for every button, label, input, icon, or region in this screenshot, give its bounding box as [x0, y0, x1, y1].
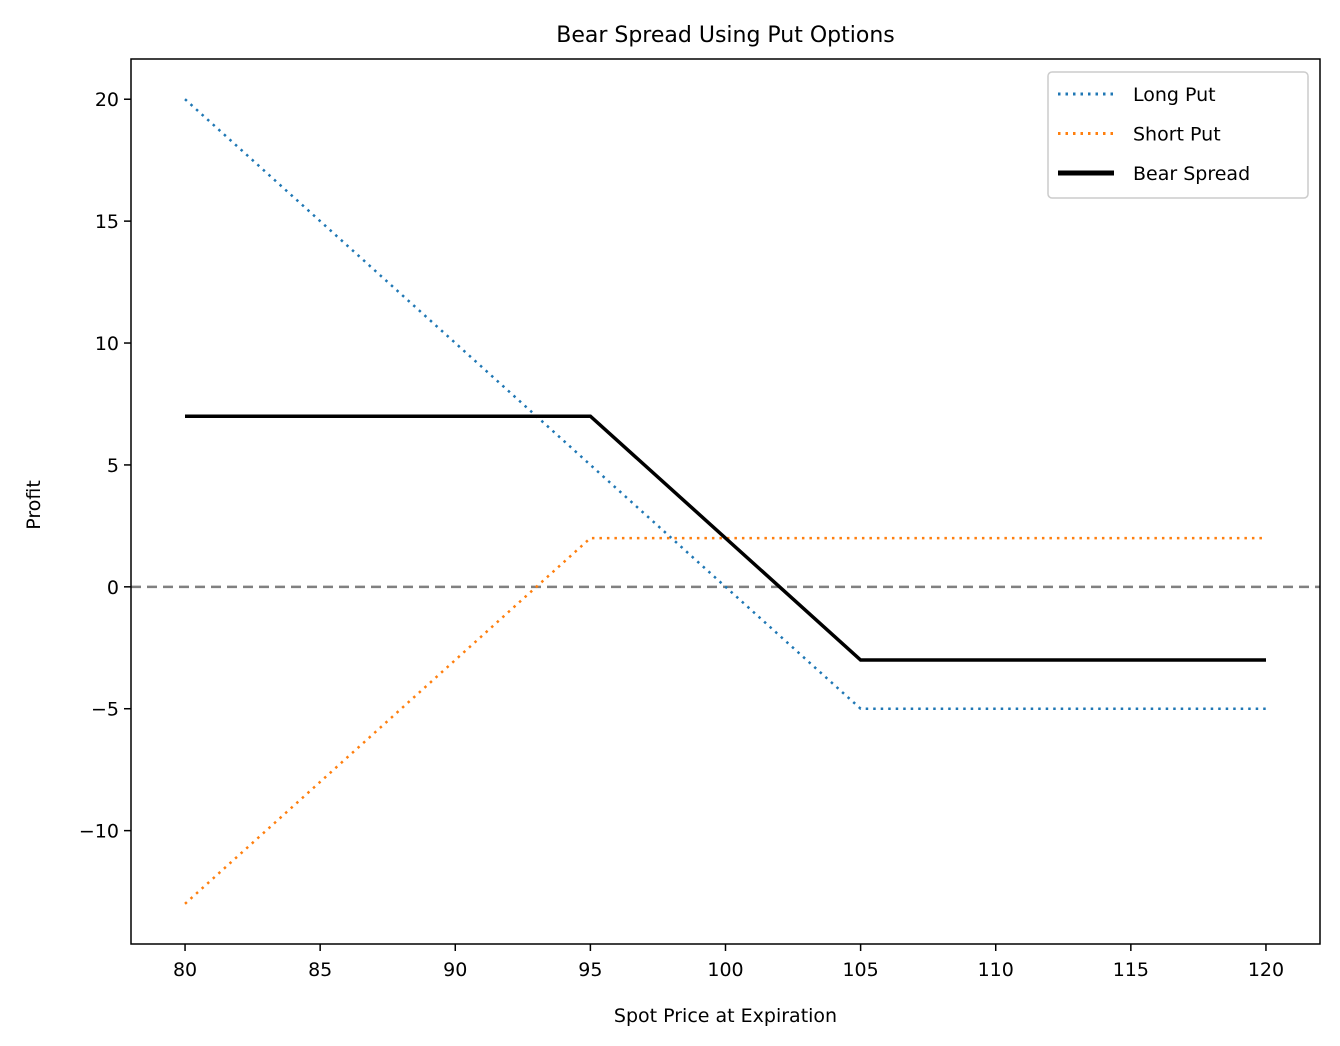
series-line-long-put: [184, 98, 1266, 710]
legend-label: Long Put: [1133, 84, 1216, 106]
x-tick-label: 95: [578, 959, 602, 981]
x-tick-label: 105: [842, 959, 878, 981]
x-tick-label: 90: [443, 959, 467, 981]
y-tick-label: 20: [95, 89, 119, 111]
y-tick-label: 10: [95, 333, 119, 355]
legend-box: [1047, 71, 1309, 199]
plot-area: [131, 98, 1320, 905]
chart-title: Bear Spread Using Put Options: [556, 23, 895, 48]
y-tick-label: 15: [95, 211, 119, 233]
y-tick-label: 5: [107, 455, 119, 477]
legend-label: Bear Spread: [1133, 163, 1250, 185]
y-tick-label: −10: [79, 821, 119, 843]
x-tick-label: 120: [1248, 959, 1284, 981]
x-tick-label: 85: [308, 959, 332, 981]
x-tick-label: 100: [707, 959, 743, 981]
y-tick-label: −5: [91, 699, 119, 721]
y-axis-label: Profit: [23, 480, 45, 530]
x-axis-label: Spot Price at Expiration: [614, 1005, 837, 1027]
axes: 80 85 90 95 100 105 110 115 120 −10 −5 0 5 10 15 20: [79, 58, 1321, 981]
series-line-bear-spread: [185, 414, 1266, 662]
legend: Long Put Short Put Bear Spread: [1047, 71, 1309, 199]
y-tick-label: 0: [107, 577, 119, 599]
x-tick-label: 115: [1113, 959, 1149, 981]
legend-label: Short Put: [1133, 124, 1221, 146]
x-tick-label: 80: [173, 959, 197, 981]
x-tick-label: 110: [978, 959, 1014, 981]
